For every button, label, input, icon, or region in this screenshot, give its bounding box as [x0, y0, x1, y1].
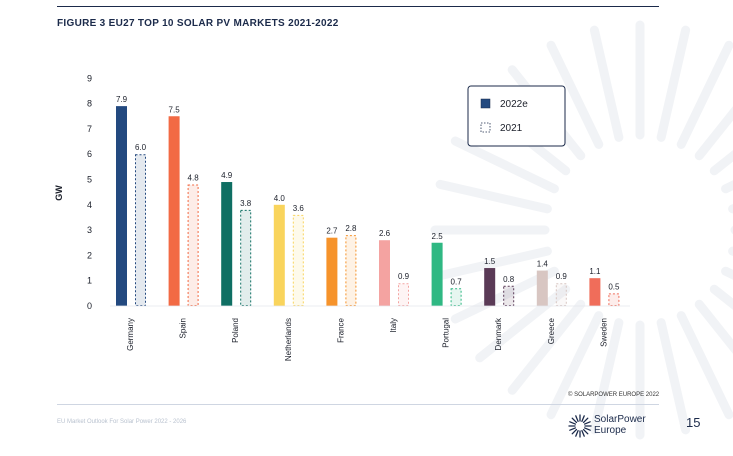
legend-label-2022e: 2022e — [500, 99, 528, 110]
y-tick-label: 9 — [87, 73, 92, 83]
copyright-note: © SOLARPOWER EUROPE 2022 — [568, 392, 660, 398]
bar-2022e — [536, 270, 548, 306]
data-label-2021: 6.0 — [135, 143, 147, 152]
bar-2021 — [503, 285, 515, 307]
bar-2021 — [450, 288, 462, 307]
y-tick-label: 2 — [87, 250, 92, 260]
data-label-2022e: 2.7 — [326, 227, 338, 236]
sunburst-ray — [435, 246, 552, 281]
bar-2021 — [135, 154, 146, 306]
sunburst-ray — [676, 40, 733, 149]
brand-logo: SolarPower Europe — [568, 412, 678, 442]
sunburst-ray — [676, 311, 733, 420]
legend-swatch-2021 — [480, 122, 491, 133]
sunburst-ray — [589, 318, 624, 435]
sun-logo-icon — [568, 414, 592, 438]
bottom-rule — [57, 404, 659, 405]
y-tick-label: 4 — [87, 200, 92, 210]
sunburst-ray — [546, 40, 604, 149]
x-tick-label: Germany — [126, 318, 135, 351]
y-tick-label: 8 — [87, 99, 92, 109]
footer-text: EU Market Outlook For Solar Power 2022 -… — [57, 419, 187, 425]
figure-title: FIGURE 3 EU27 TOP 10 SOLAR PV MARKETS 20… — [57, 18, 339, 29]
bar-2021 — [240, 209, 252, 306]
bars: 7.9 6.0 7.5 4.8 4.9 3.8 4.0 3.6 2.7 2.8 2.6 0.9 2.5 0… — [116, 95, 620, 307]
sunburst-ray — [709, 284, 733, 310]
x-tick-label: Greece — [547, 317, 556, 344]
data-label-2021: 3.6 — [293, 204, 305, 213]
bar-2021 — [187, 184, 199, 306]
y-tick-label: 7 — [87, 124, 92, 134]
sunburst-ray — [589, 25, 624, 142]
y-tick-label: 1 — [87, 276, 92, 286]
bar-2021 — [292, 214, 304, 306]
data-label-2021: 4.8 — [188, 174, 200, 183]
x-tick-label: France — [336, 317, 345, 342]
data-label-2021: 0.5 — [608, 282, 620, 291]
bar-2021 — [398, 283, 409, 307]
sunburst-ray — [507, 299, 586, 395]
x-tick-label: Spain — [179, 318, 188, 338]
legend-swatch-2022e — [480, 98, 491, 109]
bar-2022e — [273, 204, 285, 306]
data-label-2022e: 1.1 — [589, 267, 601, 276]
bar-2022e — [589, 278, 601, 306]
x-tick-label: Sweden — [599, 318, 608, 347]
sunburst-ray — [694, 106, 733, 161]
sunburst-ray — [450, 136, 559, 194]
data-label-2022e: 2.6 — [379, 229, 391, 238]
y-tick-label: 5 — [87, 175, 92, 185]
y-tick-label: 6 — [87, 149, 92, 159]
data-label-2021: 0.9 — [556, 272, 568, 281]
bar-2021 — [608, 293, 620, 307]
data-label-2022e: 2.5 — [432, 232, 444, 241]
sunburst-ray — [694, 299, 733, 354]
legend: 2022e 2021 — [467, 85, 566, 147]
bar-2022e — [431, 242, 443, 306]
bar-2022e — [221, 182, 233, 306]
brand-line-1: SolarPower — [594, 414, 646, 425]
bar-2021 — [345, 235, 357, 306]
bar-2022e — [484, 268, 496, 306]
data-label-2022e: 1.4 — [537, 260, 549, 269]
data-label-2021: 0.7 — [451, 277, 463, 286]
brand-line-2: Europe — [594, 425, 627, 436]
x-tick-label: Italy — [389, 318, 398, 333]
y-axis-label: GW — [54, 185, 64, 201]
top-rule — [57, 6, 659, 7]
x-tick-label: Portugal — [442, 318, 451, 348]
bar-2021 — [555, 283, 567, 307]
sunburst-ray — [546, 311, 604, 420]
bar-2022e — [326, 237, 338, 306]
data-label-2021: 2.8 — [345, 224, 357, 233]
legend-box — [467, 85, 566, 147]
data-label-2021: 0.8 — [503, 275, 515, 284]
y-tick-label: 0 — [87, 301, 92, 311]
sunburst-ray — [709, 150, 733, 176]
x-tick-label: Netherlands — [284, 318, 293, 361]
legend-label-2021: 2021 — [500, 123, 523, 134]
data-label-2022e: 7.9 — [116, 95, 128, 104]
y-axis: 0 1 2 3 4 5 6 7 8 9 GW — [54, 73, 92, 311]
data-label-2022e: 4.9 — [221, 171, 233, 180]
sunburst-ray — [475, 284, 571, 363]
x-tick-label: Poland — [231, 318, 240, 343]
sunburst-ray — [435, 179, 552, 214]
bar-2022e — [168, 116, 180, 306]
page-number: 15 — [686, 415, 701, 430]
bar-2022e — [379, 240, 390, 306]
sunburst-ray — [656, 25, 691, 142]
data-label-2021: 0.9 — [398, 272, 410, 281]
data-label-2021: 3.8 — [240, 199, 252, 208]
y-tick-label: 3 — [87, 225, 92, 235]
data-label-2022e: 7.5 — [169, 105, 181, 114]
x-axis: Germany Spain Poland Netherlands France Italy… — [110, 305, 630, 361]
data-label-2022e: 1.5 — [484, 257, 496, 266]
sunburst-ray — [656, 318, 691, 435]
data-label-2022e: 4.0 — [274, 194, 286, 203]
x-tick-label: Denmark — [494, 317, 503, 350]
bar-2022e — [116, 106, 127, 306]
